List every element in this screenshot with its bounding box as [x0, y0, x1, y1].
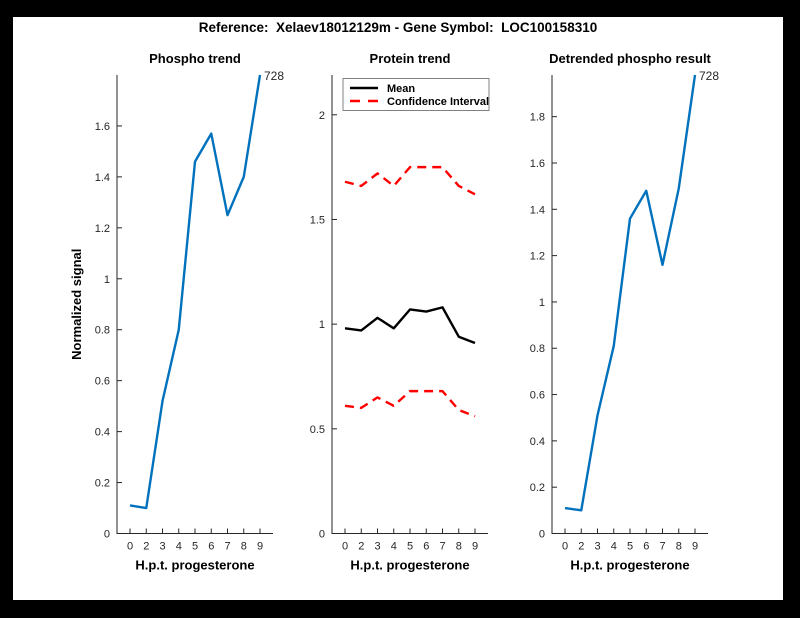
y-tick-label: 0.4 — [95, 427, 110, 439]
y-tick-label: 2 — [319, 110, 325, 122]
x-tick-label: 7 — [659, 541, 665, 553]
axes-lines — [331, 75, 488, 534]
y-tick-label: 0.2 — [95, 478, 110, 490]
y-tick-label: 1.6 — [530, 158, 545, 170]
figure-canvas: Reference: Xelaev18012129m - Gene Symbol… — [13, 17, 783, 600]
x-axis-label: H.p.t. progesterone — [350, 558, 469, 573]
subplots-svg: 0 2 3 4 5 6 7 8 900.20.40.60.811.21.41.6Phospho … — [69, 51, 720, 573]
x-tick-label: 4 — [611, 541, 617, 553]
series-line — [344, 306, 476, 345]
x-tick-label: 6 — [643, 541, 649, 553]
y-tick-label: 1.4 — [530, 204, 545, 216]
x-tick-label: 4 — [176, 541, 182, 553]
x-tick-label: 8 — [676, 541, 682, 553]
x-tick-label: 6 — [423, 541, 429, 553]
x-tick-label: 5 — [407, 541, 413, 553]
x-tick-label: 7 — [224, 541, 230, 553]
y-axis-label: Normalized signal — [69, 249, 84, 360]
legend-entry-label: Mean — [387, 83, 415, 95]
y-tick-label: 0.2 — [530, 482, 545, 494]
legend-entry-label: Confidence Interval — [387, 96, 489, 108]
x-tick-label: 5 — [627, 541, 633, 553]
y-tick-label: 1.4 — [95, 172, 110, 184]
y-tick-label: 0.4 — [530, 436, 545, 448]
y-tick-label: 0.5 — [310, 424, 325, 436]
x-tick-label: 5 — [192, 541, 198, 553]
x-tick-label: 0 — [562, 541, 568, 553]
y-tick-label: 0.6 — [95, 376, 110, 388]
subplot-title: Phospho trend — [149, 51, 241, 66]
x-tick-label: 0 — [127, 541, 133, 553]
subplot-title: Detrended phospho result — [549, 51, 711, 66]
x-tick-label: 9 — [692, 541, 698, 553]
x-tick-label: 9 — [257, 541, 263, 553]
y-tick-label: 0.8 — [530, 343, 545, 355]
x-tick-label: 4 — [391, 541, 397, 553]
x-tick-label: 2 — [358, 541, 364, 553]
x-tick-label: 0 — [342, 541, 348, 553]
series-line — [344, 165, 476, 196]
y-tick-label: 1 — [104, 274, 110, 286]
y-tick-label: 1.2 — [530, 251, 545, 263]
x-tick-label: 2 — [143, 541, 149, 553]
x-tick-label: 3 — [594, 541, 600, 553]
endpoint-annotation: 728 — [699, 69, 719, 83]
y-tick-label: 1.6 — [95, 121, 110, 133]
y-tick-label: 0 — [104, 529, 110, 541]
y-tick-label: 1 — [539, 297, 545, 309]
subplot-title: Protein trend — [370, 51, 451, 66]
x-tick-label: 3 — [374, 541, 380, 553]
endpoint-annotation: 728 — [264, 69, 284, 83]
subplot-1: 0 2 3 4 5 6 7 8 900.20.40.60.811.21.41.6Phospho … — [69, 51, 284, 573]
x-tick-label: 8 — [456, 541, 462, 553]
y-tick-label: 1 — [319, 319, 325, 331]
x-axis-label: H.p.t. progesterone — [570, 558, 689, 573]
y-tick-label: 0.6 — [530, 390, 545, 402]
y-tick-label: 0 — [319, 529, 325, 541]
x-tick-label: 3 — [159, 541, 165, 553]
y-tick-label: 0.8 — [95, 325, 110, 337]
subplot-3: 0 2 3 4 5 6 7 8 900.20.40.60.811.21.41.61.8Detre… — [530, 51, 720, 573]
y-tick-label: 1.8 — [530, 112, 545, 124]
series-line — [564, 74, 697, 512]
x-tick-label: 9 — [472, 541, 478, 553]
y-tick-label: 1.5 — [310, 214, 325, 226]
x-tick-label: 7 — [439, 541, 445, 553]
y-tick-label: 0 — [539, 529, 545, 541]
legend-box — [342, 78, 490, 111]
x-axis-label: H.p.t. progesterone — [135, 558, 254, 573]
x-tick-label: 2 — [578, 541, 584, 553]
x-tick-label: 6 — [208, 541, 214, 553]
series-line — [344, 389, 476, 418]
series-line — [129, 74, 262, 510]
figure-title: Reference: Xelaev18012129m - Gene Symbol… — [198, 20, 598, 35]
y-tick-label: 1.2 — [95, 223, 110, 235]
x-tick-label: 8 — [241, 541, 247, 553]
